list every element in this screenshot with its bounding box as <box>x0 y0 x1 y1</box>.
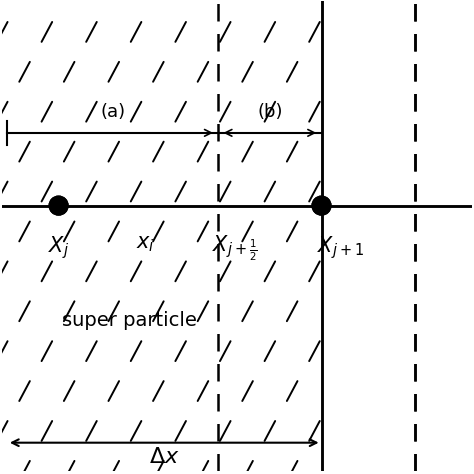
Text: $\Delta x$: $\Delta x$ <box>149 447 180 467</box>
Text: (a): (a) <box>100 103 125 121</box>
Text: (b): (b) <box>257 103 283 121</box>
Circle shape <box>312 196 331 215</box>
Text: $X_{j+1}$: $X_{j+1}$ <box>317 234 364 261</box>
Circle shape <box>49 196 68 215</box>
Bar <box>321 1 472 471</box>
Circle shape <box>49 196 68 215</box>
Circle shape <box>312 196 331 215</box>
Text: $X_{j+\frac{1}{2}}$: $X_{j+\frac{1}{2}}$ <box>212 234 257 263</box>
Text: $x_i$: $x_i$ <box>136 234 155 254</box>
Text: $X_j$: $X_j$ <box>48 234 69 261</box>
Text: super particle: super particle <box>62 311 196 330</box>
